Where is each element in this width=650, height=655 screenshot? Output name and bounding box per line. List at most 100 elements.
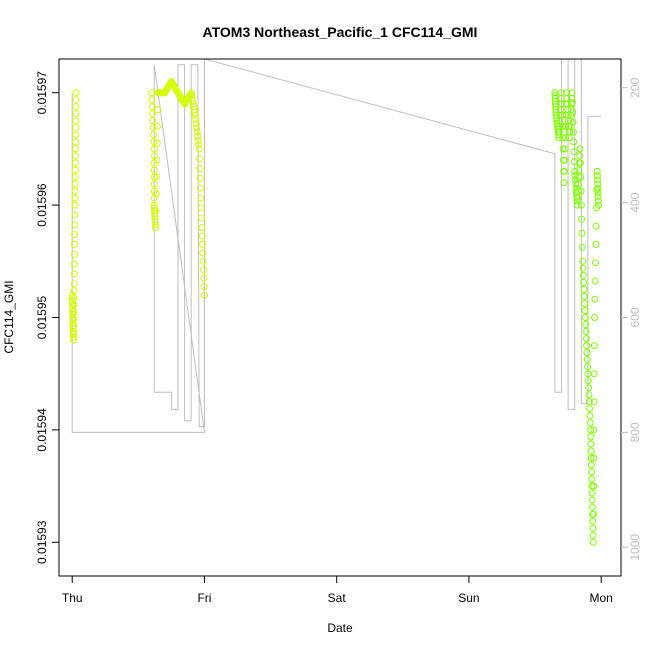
data-point-series-1 (70, 333, 77, 341)
data-point-series-2 (575, 173, 583, 181)
data-point-series-2 (560, 179, 568, 187)
data-point-series-2 (559, 145, 567, 153)
data-point-series-2 (588, 489, 596, 497)
x-tick-label: Fri (197, 591, 211, 605)
data-point-series-1 (71, 231, 79, 239)
data-point-series-2 (594, 193, 602, 201)
data-point-series-1 (199, 249, 207, 257)
data-point-series-1 (72, 110, 80, 118)
data-point-series-2 (562, 134, 569, 142)
data-point-series-2 (584, 363, 592, 371)
data-point-series-2 (562, 122, 570, 130)
data-point-series-2 (572, 180, 580, 188)
data-point-series-1 (71, 201, 79, 209)
data-point-series-1 (71, 180, 79, 188)
data-point-series-1 (72, 124, 80, 132)
data-point-series-1 (70, 301, 78, 309)
data-point-series-2 (588, 496, 596, 504)
data-point-series-1 (154, 122, 161, 130)
data-point-series-1 (198, 214, 205, 222)
data-point-series-1 (197, 194, 205, 202)
data-point-series-1 (70, 270, 78, 278)
data-point-series-2 (579, 271, 587, 279)
data-point-series-1 (71, 221, 79, 229)
data-point-series-2 (568, 99, 576, 107)
data-point-series-1 (192, 120, 200, 128)
y-tick-label: 0.01595 (35, 295, 49, 339)
data-point-series-2 (561, 156, 569, 164)
data-point-series-2 (575, 166, 583, 174)
data-point-series-1 (150, 138, 158, 146)
data-point-series-2 (590, 426, 598, 434)
data-point-series-1 (71, 166, 79, 174)
y-tick-label: 0.01594 (35, 408, 49, 452)
data-point-series-1 (70, 322, 78, 330)
data-point-series-2 (583, 349, 591, 357)
data-point-series-1 (153, 156, 161, 164)
data-point-series-2 (587, 461, 595, 469)
data-point-series-1 (153, 173, 160, 181)
data-point-series-1 (70, 329, 78, 337)
y-tick-label: 0.01597 (35, 71, 49, 115)
data-point-series-1 (148, 96, 156, 104)
data-point-series-1 (71, 173, 79, 181)
secondary-y-axis: 200 400 600 800 1000 (621, 77, 642, 561)
x-axis-label: Date (327, 621, 353, 635)
data-point-series-1 (70, 308, 78, 316)
pressure-line (71, 58, 602, 433)
data-point-series-2 (593, 167, 601, 175)
data-point-series-2 (595, 201, 602, 209)
data-point-series-1 (149, 110, 157, 118)
data-point-series-2 (585, 384, 593, 392)
data-point-series-1 (70, 294, 78, 302)
data-point-series-2 (582, 321, 590, 328)
data-point-series-2 (592, 259, 599, 267)
data-point-series-1 (193, 128, 201, 136)
data-point-series-2 (592, 240, 600, 248)
data-point-series-2 (570, 138, 578, 146)
data-point-series-2 (574, 187, 582, 195)
data-point-series-1 (150, 173, 158, 181)
data-point-series-1 (149, 117, 157, 125)
data-point-series-2 (574, 180, 582, 188)
data-point-series-2 (570, 148, 578, 156)
data-point-series-2 (569, 128, 577, 136)
data-point-series-1 (151, 221, 159, 229)
data-point-series-2 (585, 398, 593, 406)
data-point-series-2 (589, 517, 597, 525)
data-point-series-2 (594, 197, 602, 205)
data-point-series-2 (577, 187, 585, 195)
data-point-series-1 (191, 111, 199, 119)
x-axis: Thu Fri Sat Sun Mon (62, 576, 613, 605)
data-point-series-1 (186, 90, 194, 98)
data-point-series-2 (593, 172, 601, 180)
data-point-series-1 (70, 315, 78, 323)
data-point-series-2 (591, 295, 599, 303)
data-point-series-1 (197, 184, 204, 192)
data-point-series-2 (590, 398, 598, 406)
data-point-series-2 (590, 482, 598, 490)
data-point-series-2 (582, 335, 590, 343)
data-point-series-2 (590, 454, 598, 462)
data-point-series-2 (561, 167, 568, 175)
data-point-series-2 (587, 454, 595, 462)
data-point-series-1 (194, 132, 202, 140)
data-point-series-1 (71, 194, 79, 202)
data-point-series-2 (588, 468, 596, 476)
data-point-series-1 (192, 115, 200, 123)
y-tick-label: 0.01596 (35, 183, 49, 227)
data-point-series-2 (591, 314, 599, 321)
data-point-series-2 (592, 222, 600, 230)
data-point-series-2 (573, 201, 581, 209)
data-point-series-2 (594, 176, 601, 184)
data-point-series-1 (198, 232, 206, 240)
data-point-series-1 (196, 174, 204, 182)
data-point-series-1 (194, 137, 202, 144)
data-point-series-2 (594, 189, 602, 196)
data-point-series-2 (587, 447, 595, 455)
data-point-series-1 (150, 166, 158, 174)
data-point-series-2 (586, 412, 594, 420)
data-point-series-1 (150, 145, 158, 153)
data-point-series-1 (195, 145, 203, 153)
